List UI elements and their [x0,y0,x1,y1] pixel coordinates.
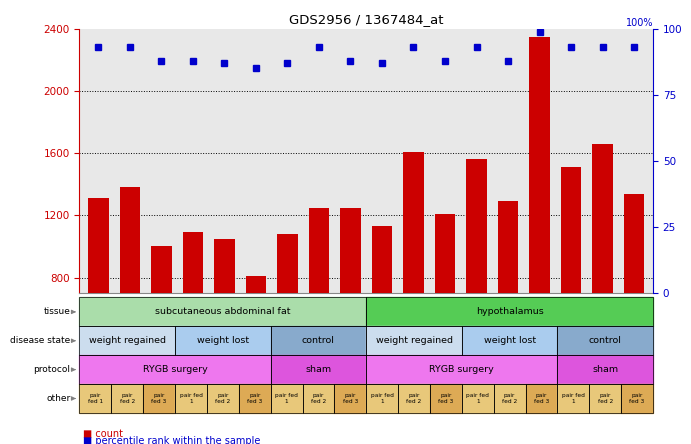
Bar [561,167,581,293]
Title: GDS2956 / 1367484_at: GDS2956 / 1367484_at [289,13,444,26]
Text: pair fed
1: pair fed 1 [371,393,394,404]
Bar [309,208,329,293]
Text: protocol: protocol [33,365,70,374]
Text: hypothalamus: hypothalamus [475,307,544,317]
Text: pair
fed 2: pair fed 2 [598,393,613,404]
Text: other: other [46,394,70,403]
Text: sham: sham [592,365,618,374]
Bar [151,246,171,293]
Bar [466,159,486,293]
Text: sham: sham [305,365,332,374]
Bar [88,198,108,293]
Text: pair
fed 3: pair fed 3 [438,393,453,404]
Bar [435,214,455,293]
Text: pair
fed 3: pair fed 3 [247,393,263,404]
Bar [529,37,550,293]
Text: 100%: 100% [625,18,653,28]
Bar [372,226,392,293]
Bar [340,208,361,293]
Text: ■ percentile rank within the sample: ■ percentile rank within the sample [83,436,261,444]
Bar [120,187,140,293]
Text: pair
fed 3: pair fed 3 [534,393,549,404]
Text: pair
fed 2: pair fed 2 [215,393,231,404]
Text: pair
fed 3: pair fed 3 [151,393,167,404]
Bar [246,276,266,293]
Bar [277,234,298,293]
Text: pair
fed 1: pair fed 1 [88,393,103,404]
Text: weight lost: weight lost [484,336,536,345]
Text: pair
fed 3: pair fed 3 [630,393,645,404]
Text: pair
fed 3: pair fed 3 [343,393,358,404]
Text: control: control [302,336,335,345]
Text: pair
fed 2: pair fed 2 [120,393,135,404]
Text: pair fed
1: pair fed 1 [180,393,202,404]
Text: weight lost: weight lost [197,336,249,345]
Bar [498,202,518,293]
Text: pair fed
1: pair fed 1 [275,393,298,404]
Text: pair
fed 2: pair fed 2 [406,393,422,404]
Text: control: control [589,336,622,345]
Text: pair fed
1: pair fed 1 [562,393,585,404]
Bar [214,239,235,293]
Text: ■ count: ■ count [83,429,123,439]
Text: weight regained: weight regained [375,336,453,345]
Text: tissue: tissue [44,307,70,317]
Text: pair
fed 2: pair fed 2 [502,393,518,404]
Text: pair
fed 2: pair fed 2 [311,393,326,404]
Text: RYGB surgery: RYGB surgery [429,365,494,374]
Text: subcutaneous abdominal fat: subcutaneous abdominal fat [155,307,291,317]
Text: disease state: disease state [10,336,70,345]
Bar [404,152,424,293]
Bar [624,194,644,293]
Text: weight regained: weight regained [88,336,166,345]
Bar [592,144,613,293]
Text: pair fed
1: pair fed 1 [466,393,489,404]
Text: RYGB surgery: RYGB surgery [142,365,207,374]
Bar [182,233,203,293]
